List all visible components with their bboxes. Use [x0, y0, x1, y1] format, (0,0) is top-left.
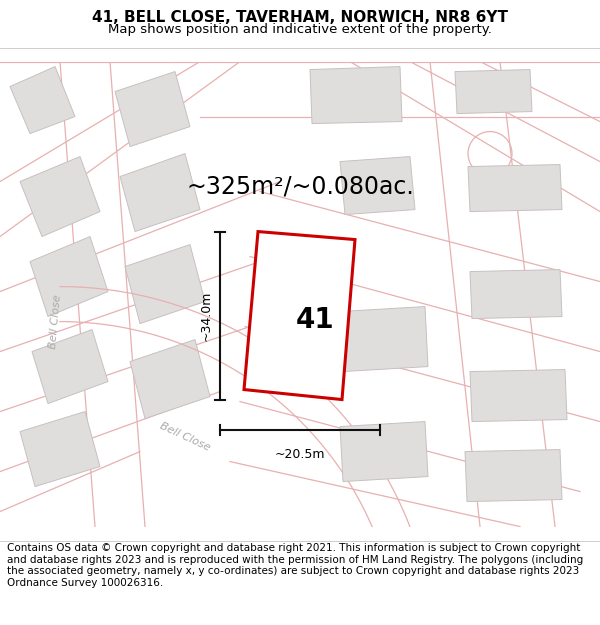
Polygon shape [340, 306, 428, 371]
Polygon shape [125, 244, 205, 324]
Polygon shape [115, 71, 190, 146]
Polygon shape [310, 66, 402, 124]
Polygon shape [470, 369, 567, 421]
Polygon shape [468, 164, 562, 211]
Text: Contains OS data © Crown copyright and database right 2021. This information is : Contains OS data © Crown copyright and d… [7, 543, 583, 588]
Polygon shape [10, 66, 75, 134]
Polygon shape [32, 329, 108, 404]
Text: ~20.5m: ~20.5m [275, 448, 325, 461]
Polygon shape [244, 231, 355, 399]
Polygon shape [130, 339, 210, 419]
Text: ~34.0m: ~34.0m [199, 291, 212, 341]
Polygon shape [455, 69, 532, 114]
Text: 41, BELL CLOSE, TAVERHAM, NORWICH, NR8 6YT: 41, BELL CLOSE, TAVERHAM, NORWICH, NR8 6… [92, 11, 508, 26]
Polygon shape [340, 156, 415, 214]
Text: 41: 41 [295, 306, 334, 334]
Polygon shape [465, 449, 562, 501]
Text: ~325m²/~0.080ac.: ~325m²/~0.080ac. [186, 174, 414, 199]
Polygon shape [30, 236, 108, 316]
Text: Bell Close: Bell Close [158, 421, 212, 452]
Polygon shape [20, 411, 100, 486]
Polygon shape [470, 269, 562, 319]
Text: Map shows position and indicative extent of the property.: Map shows position and indicative extent… [108, 22, 492, 36]
Polygon shape [20, 156, 100, 236]
Polygon shape [340, 421, 428, 481]
Polygon shape [120, 154, 200, 231]
Text: Bell Close: Bell Close [47, 294, 62, 349]
